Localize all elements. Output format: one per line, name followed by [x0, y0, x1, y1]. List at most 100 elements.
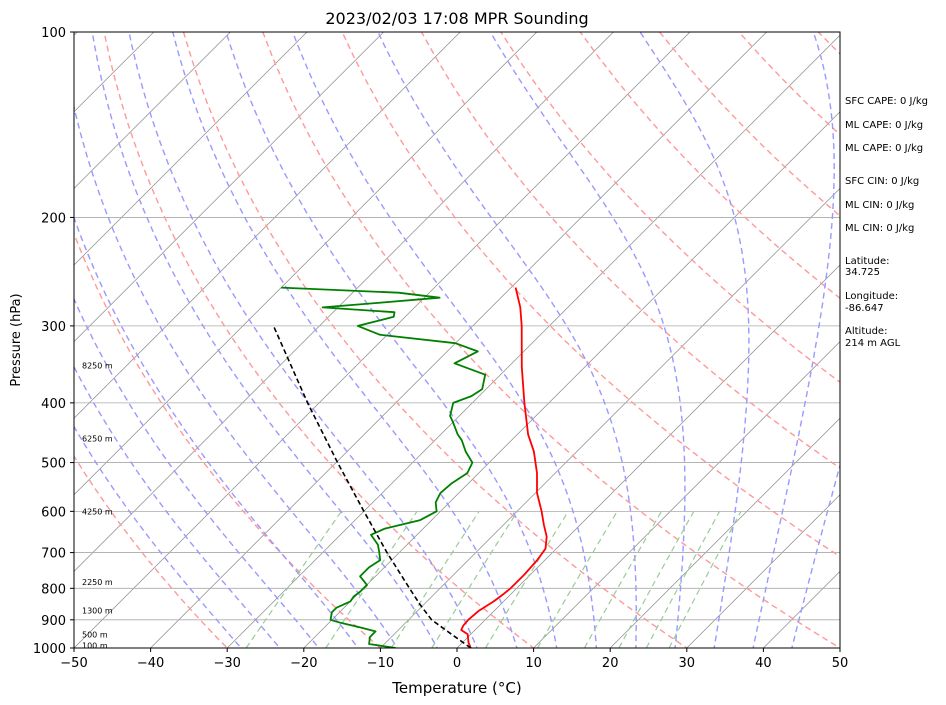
height-label: 2250 m	[82, 578, 113, 587]
y-tick-label: 500	[41, 457, 66, 472]
y-tick-label: 200	[41, 211, 66, 226]
moist-adiabat	[791, 462, 840, 648]
isotherm	[74, 32, 461, 419]
moist-adiabat	[172, 32, 518, 648]
isotherm	[533, 341, 840, 648]
dry-adiabat	[420, 32, 840, 469]
y-axis-label: Pressure (hPa)	[9, 293, 24, 386]
ml-cin-label: ML CIN: 0 J/kg	[845, 200, 914, 211]
latitude-value: 34.725	[845, 267, 880, 278]
dry-adiabat	[262, 32, 840, 648]
y-tick-label: 1000	[33, 642, 66, 657]
isotherm	[609, 417, 840, 648]
plot-frame	[73, 31, 841, 649]
isotherm	[379, 187, 840, 648]
x-tick-label: −40	[137, 656, 164, 671]
chart-title: 2023/02/03 17:08 MPR Sounding	[325, 9, 588, 28]
isotherm	[150, 32, 768, 648]
y-tick-label: 100	[41, 26, 66, 41]
ml-cin-label-2: ML CIN: 0 J/kg	[845, 223, 914, 234]
height-label: 1300 m	[82, 607, 113, 616]
longitude-label: Longitude:	[845, 291, 898, 302]
ml-cape-label: ML CAPE: 0 J/kg	[845, 120, 923, 131]
dry-adiabat	[74, 231, 382, 648]
dry-adiabat	[74, 454, 229, 648]
y-axis-ticks: 1000 900 800 700 600 500 400 300 200 100	[33, 26, 74, 657]
x-tick-label: −50	[60, 656, 87, 671]
mixing-ratio-line	[245, 510, 342, 648]
latitude-label: Latitude:	[845, 256, 890, 267]
x-tick-label: −30	[213, 656, 240, 671]
x-axis-label: Temperature (°C)	[391, 679, 521, 697]
mixing-ratio-line	[390, 510, 480, 648]
y-tick-label: 800	[41, 582, 66, 597]
dry-adiabat	[579, 32, 840, 300]
isotherm	[74, 32, 308, 266]
moist-adiabat	[639, 32, 750, 648]
isotherm	[456, 264, 840, 648]
moist-adiabat	[74, 297, 320, 648]
height-label: 100 m	[82, 641, 108, 650]
dry-adiabat	[341, 32, 840, 558]
ml-cape-label-2: ML CAPE: 0 J/kg	[845, 143, 923, 154]
isotherm	[74, 32, 155, 113]
parcel-trace	[272, 325, 472, 648]
moist-adiabat	[489, 32, 686, 648]
moist-adiabat	[377, 32, 637, 648]
y-tick-label: 900	[41, 614, 66, 629]
isotherm	[686, 494, 840, 648]
moist-adiabat	[74, 425, 243, 648]
isotherm	[226, 34, 840, 648]
x-tick-label: −20	[290, 656, 317, 671]
isotherm	[74, 32, 385, 343]
moist-adiabat	[128, 32, 478, 648]
height-labels: 100 m 500 m 1300 m 2250 m 4250 m 6250 m 8250 m	[82, 362, 113, 651]
height-label: 500 m	[82, 630, 108, 639]
moist-adiabat	[91, 32, 438, 648]
isotherm	[74, 32, 231, 189]
moist-adiabat	[752, 32, 835, 648]
isotherm	[74, 32, 538, 496]
mixing-ratio-line	[431, 510, 519, 648]
isotherm	[74, 32, 614, 572]
x-tick-label: 0	[453, 656, 461, 671]
mixing-ratio-line	[325, 510, 418, 648]
moist-adiabat	[225, 32, 558, 648]
mixing-ratio-line	[645, 511, 721, 648]
altitude-value: 214 m AGL	[845, 338, 901, 349]
height-label: 8250 m	[82, 362, 113, 371]
mixing-ratio-line	[668, 511, 742, 648]
moist-adiabat	[74, 215, 359, 648]
moist-adiabat	[74, 103, 399, 648]
mixing-ratio-line	[583, 511, 662, 648]
mixing-ratio-line	[536, 510, 618, 648]
mixing-ratio-line	[484, 510, 569, 648]
x-tick-label: 30	[679, 656, 696, 671]
dry-adiabat	[103, 32, 535, 648]
y-tick-label: 700	[41, 547, 66, 562]
longitude-value: -86.647	[845, 303, 884, 314]
traces	[272, 286, 548, 648]
x-tick-label: 20	[602, 656, 619, 671]
dry-adiabat	[182, 32, 689, 648]
sfc-cin-label: SFC CIN: 0 J/kg	[845, 176, 919, 187]
y-tick-label: 400	[41, 397, 66, 412]
x-tick-label: −10	[367, 656, 394, 671]
height-label: 4250 m	[82, 507, 113, 516]
sfc-cape-label: SFC CAPE: 0 J/kg	[845, 96, 928, 107]
height-label: 6250 m	[82, 435, 113, 444]
temperature-trace	[460, 287, 548, 648]
background-lines	[74, 32, 840, 648]
altitude-label: Altitude:	[845, 326, 887, 337]
x-tick-label: 40	[755, 656, 772, 671]
mixing-ratio-line	[618, 511, 695, 648]
isotherm	[303, 111, 840, 648]
dewpoint-trace	[281, 286, 487, 648]
x-axis-ticks: −50 −40 −30 −20 −10 0 10 20 30 40 50	[60, 648, 848, 671]
y-tick-label: 600	[41, 505, 66, 520]
x-tick-label: 50	[832, 656, 849, 671]
stats-panel: SFC CAPE: 0 J/kg ML CAPE: 0 J/kg ML CAPE…	[845, 96, 928, 349]
y-tick-label: 300	[41, 320, 66, 335]
x-tick-label: 10	[525, 656, 542, 671]
